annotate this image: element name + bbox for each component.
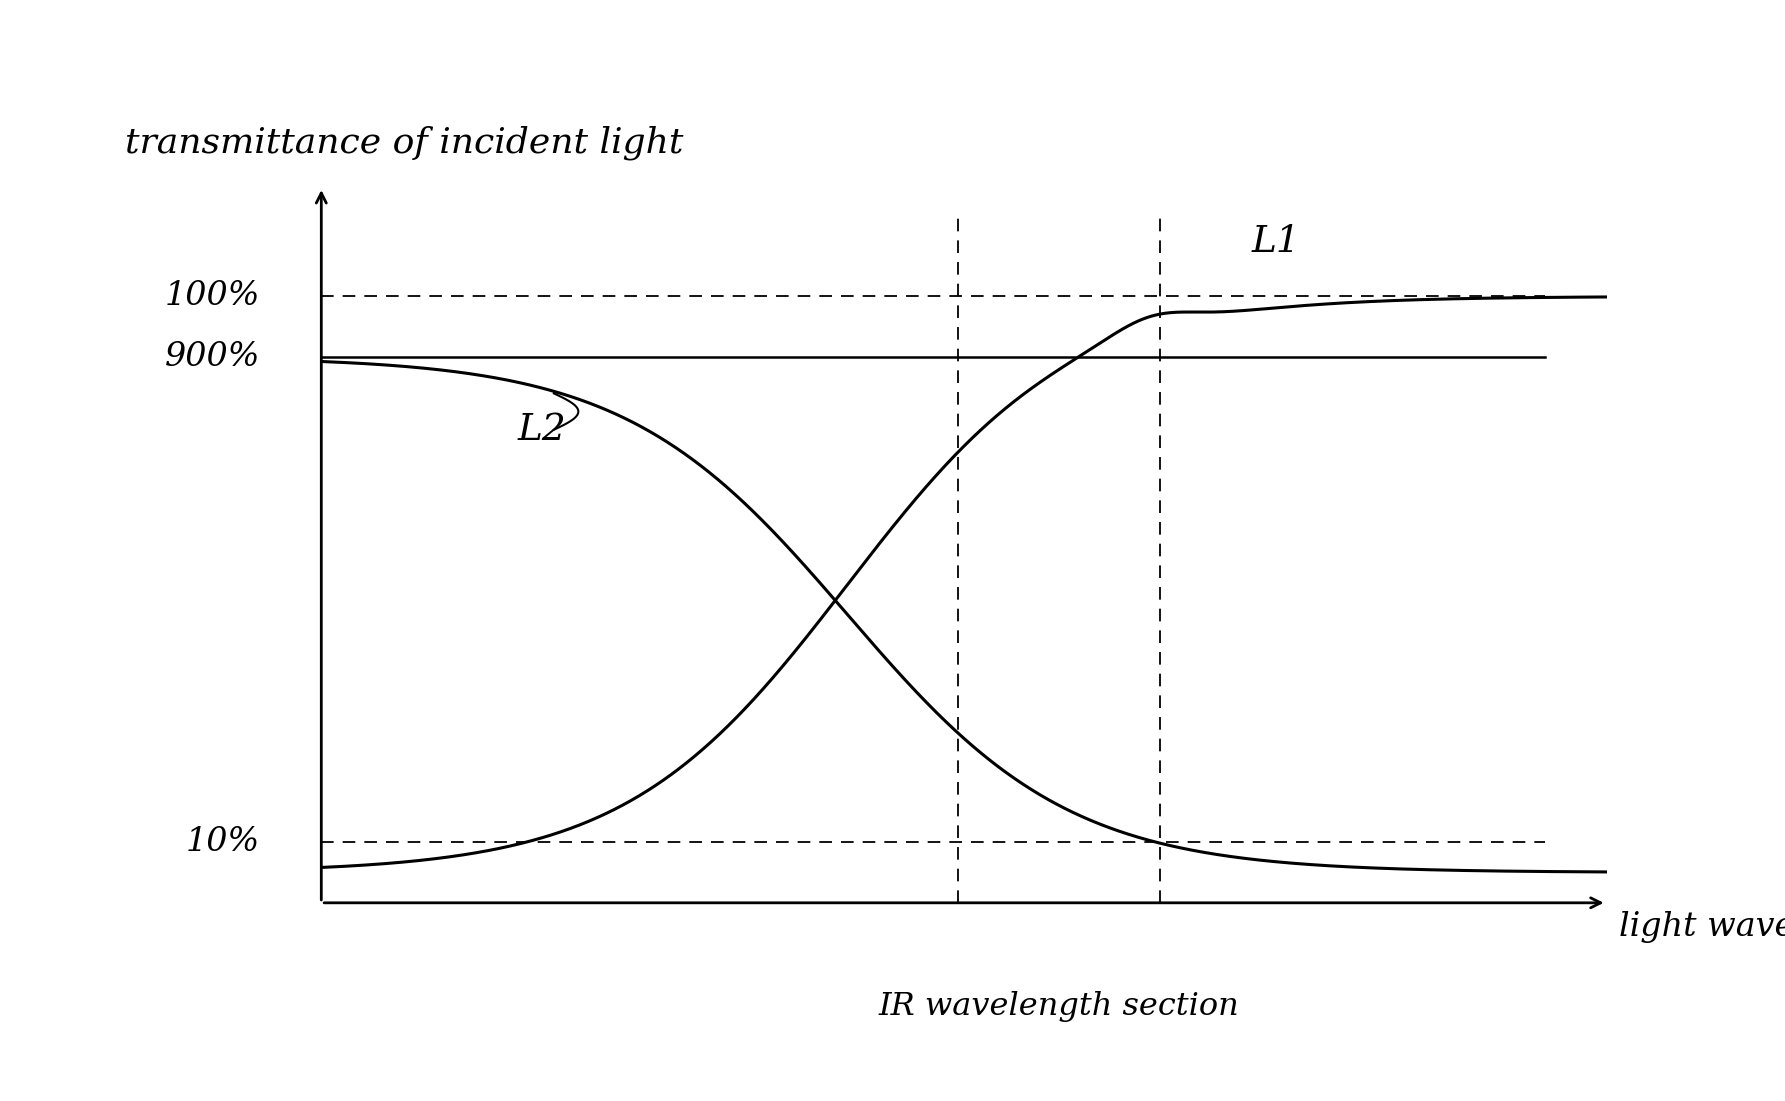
Text: L1: L1 [1251,224,1299,260]
Text: transmittance of incident light: transmittance of incident light [125,126,684,160]
Text: light wavelength: light wavelength [1619,912,1785,944]
Text: 10%: 10% [186,826,261,858]
Text: 100%: 100% [164,281,261,313]
Text: L2: L2 [518,412,566,448]
Text: 900%: 900% [164,341,261,373]
Text: IR wavelength section: IR wavelength section [878,991,1239,1022]
